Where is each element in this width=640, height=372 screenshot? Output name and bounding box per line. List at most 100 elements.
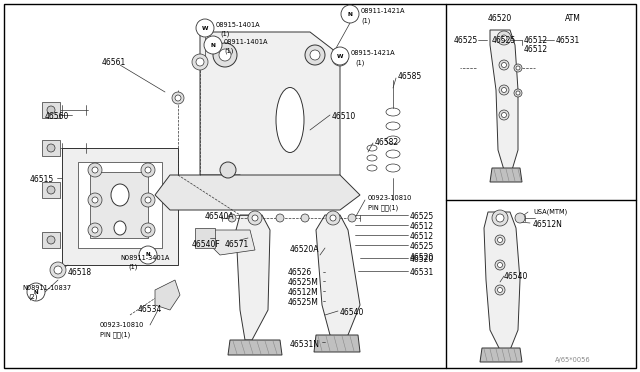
Circle shape [514,89,522,97]
Text: 46582: 46582 [375,138,399,147]
Circle shape [228,214,236,222]
Circle shape [497,237,502,243]
Text: 46531: 46531 [410,268,435,277]
Text: N: N [34,289,38,295]
Circle shape [196,58,204,66]
Circle shape [88,193,102,207]
Text: 46512M: 46512M [288,288,319,297]
Circle shape [141,193,155,207]
Text: 46560: 46560 [45,112,69,121]
Circle shape [175,95,181,101]
Circle shape [348,214,356,222]
Circle shape [516,66,520,70]
Text: 46571: 46571 [225,240,249,249]
Text: 46561: 46561 [102,58,126,67]
Text: 46512: 46512 [524,36,548,45]
Polygon shape [200,32,340,195]
Circle shape [305,45,325,65]
Circle shape [516,91,520,95]
Text: 46534: 46534 [138,305,163,314]
Circle shape [192,54,208,70]
Circle shape [492,210,508,226]
Polygon shape [195,228,215,248]
Text: (1): (1) [128,264,138,270]
Circle shape [141,223,155,237]
Text: 46525: 46525 [492,36,516,45]
Circle shape [331,214,339,222]
Circle shape [92,227,98,233]
Polygon shape [314,335,360,352]
Text: 46525M: 46525M [288,278,319,287]
Circle shape [88,163,102,177]
Text: 46540F: 46540F [192,240,221,249]
Circle shape [326,211,340,225]
Polygon shape [42,232,60,248]
Circle shape [145,197,151,203]
Text: 46540: 46540 [504,272,529,281]
Text: (1): (1) [220,30,229,36]
Circle shape [219,49,231,61]
Circle shape [499,110,509,120]
Circle shape [499,60,509,70]
Circle shape [196,19,214,37]
Circle shape [88,223,102,237]
Circle shape [341,5,359,23]
Text: PIN ビン(1): PIN ビン(1) [100,331,131,338]
Text: 46512: 46512 [410,222,434,231]
Text: N08911-10837: N08911-10837 [22,285,71,291]
Circle shape [248,211,262,225]
Ellipse shape [276,87,304,153]
Circle shape [172,92,184,104]
Text: (1): (1) [224,47,234,54]
Text: 46515: 46515 [30,175,54,184]
Polygon shape [316,215,360,340]
Circle shape [141,163,155,177]
Ellipse shape [111,184,129,206]
Circle shape [301,214,309,222]
Polygon shape [42,102,60,118]
Polygon shape [155,175,360,210]
Text: 46512: 46512 [524,45,548,54]
Polygon shape [210,230,255,255]
Text: 46525: 46525 [454,36,478,45]
Circle shape [331,47,349,65]
Circle shape [496,214,504,222]
Circle shape [248,214,256,222]
Circle shape [497,263,502,267]
Polygon shape [155,280,180,310]
Text: N: N [146,253,150,257]
Text: (2): (2) [28,294,38,301]
Circle shape [145,227,151,233]
Polygon shape [490,168,522,182]
Text: N08911-3401A: N08911-3401A [120,255,170,261]
Circle shape [47,186,55,194]
Text: 46518: 46518 [68,268,92,277]
Circle shape [502,112,506,118]
Text: 46520: 46520 [488,14,512,23]
Circle shape [47,144,55,152]
Circle shape [213,43,237,67]
Text: 08915-1421A: 08915-1421A [351,50,396,56]
Circle shape [336,54,344,62]
Circle shape [276,214,284,222]
Polygon shape [490,30,518,170]
Circle shape [332,50,348,66]
Circle shape [495,235,505,245]
Text: (1): (1) [361,17,371,23]
Text: 46525M: 46525M [288,298,319,307]
Text: 46525: 46525 [410,242,435,251]
Circle shape [47,106,55,114]
Circle shape [92,197,98,203]
Text: W: W [337,54,343,58]
Circle shape [204,36,222,54]
Polygon shape [78,162,162,248]
Circle shape [497,31,511,45]
Circle shape [495,260,505,270]
Polygon shape [90,172,148,238]
Circle shape [502,87,506,93]
Polygon shape [236,215,270,340]
Circle shape [50,262,66,278]
Circle shape [501,35,507,41]
Ellipse shape [114,221,126,235]
Polygon shape [484,212,520,350]
